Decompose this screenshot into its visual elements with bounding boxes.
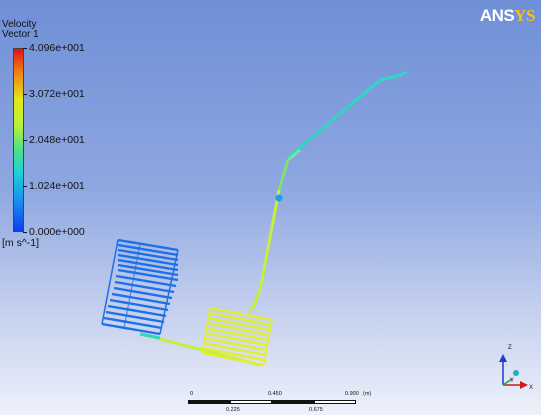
legend-tick-3: 2.048e+001	[23, 135, 85, 146]
ansys-logo: ANSYS	[479, 6, 536, 25]
left-coil	[101, 238, 179, 336]
upper-pipe	[286, 70, 408, 161]
scale-seg-1	[188, 400, 230, 404]
scale-label-0: 0	[190, 391, 194, 397]
legend-title: Velocity	[2, 19, 37, 30]
legend-tick-max: 4.096e+001	[23, 43, 85, 54]
legend-tick-2: 3.072e+001	[23, 89, 85, 100]
scale-unit: (m)	[363, 391, 372, 397]
scale-label-225: 0.225	[226, 407, 240, 413]
scale-label-675: 0.675	[309, 407, 323, 413]
right-coil	[201, 306, 273, 367]
legend-tick-min: 0.000e+000	[23, 227, 85, 238]
probe-point	[275, 194, 283, 202]
scale-seg-3	[272, 400, 314, 404]
scale-seg-2	[230, 400, 272, 404]
axis-triad	[499, 354, 528, 389]
legend-unit: [m s^-1]	[2, 237, 40, 249]
axis-z-label: Z	[508, 345, 512, 351]
scale-seg-4	[314, 400, 356, 404]
scale-label-450: 0.450	[268, 391, 282, 397]
legend-tick-4: 1.024e+001	[23, 181, 85, 192]
scale-label-900: 0.900	[345, 391, 359, 397]
scale-bar: 0 0.450 0.900 (m) 0.225 0.675	[188, 385, 371, 415]
axis-y-label: Y	[510, 378, 514, 384]
legend-subtitle: Vector 1	[2, 29, 39, 40]
riser-pipe	[248, 189, 281, 313]
axis-x-label: X	[529, 385, 533, 391]
